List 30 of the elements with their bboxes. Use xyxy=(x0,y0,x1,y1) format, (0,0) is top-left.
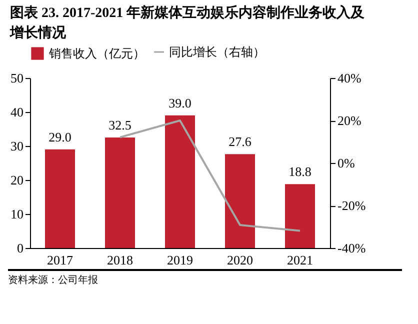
bar xyxy=(225,154,255,248)
bar xyxy=(105,138,135,248)
legend-label: 销售收入（亿元） xyxy=(48,46,145,60)
y-tick-label: 30 xyxy=(10,138,24,154)
y2-tick-label: 20% xyxy=(338,113,362,128)
y2-tick-label: 40% xyxy=(338,70,362,86)
y-tick-label: 50 xyxy=(10,70,24,86)
x-tick-label: 2019 xyxy=(167,252,193,268)
data-label: 18.8 xyxy=(288,164,312,180)
x-tick-label: 2018 xyxy=(107,252,133,268)
data-label: 39.0 xyxy=(168,95,192,110)
x-tick-label: 2020 xyxy=(227,252,253,268)
bar xyxy=(45,149,75,248)
text: 资料来源：公司年报 xyxy=(8,269,402,287)
data-label: 29.0 xyxy=(48,129,72,144)
y-tick-label: 40 xyxy=(10,104,24,120)
y-tick-label: 0 xyxy=(17,240,24,256)
bar xyxy=(285,184,315,248)
y-tick-label: 20 xyxy=(10,172,24,188)
y-tick-label: 10 xyxy=(10,206,24,222)
data-label: 32.5 xyxy=(108,118,132,132)
y2-tick-label: -40% xyxy=(338,240,366,256)
y2-tick-label: 0% xyxy=(338,156,355,170)
chart-title: 图表 23. 2017-2021 年新媒体互动娱乐内容制作业务收入及增长情况 xyxy=(8,4,366,43)
y2-tick-label: -20% xyxy=(338,198,366,213)
bar xyxy=(165,115,195,248)
x-tick-label: 2017 xyxy=(47,252,74,268)
legend-label: 同比增长（右轴） xyxy=(169,45,265,59)
data-label: 27.6 xyxy=(228,134,252,150)
x-tick-label: 2021 xyxy=(287,252,313,268)
